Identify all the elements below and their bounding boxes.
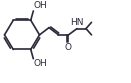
Text: OH: OH <box>34 1 48 10</box>
Text: HN: HN <box>70 18 84 27</box>
Text: O: O <box>64 43 71 52</box>
Text: OH: OH <box>34 59 48 68</box>
